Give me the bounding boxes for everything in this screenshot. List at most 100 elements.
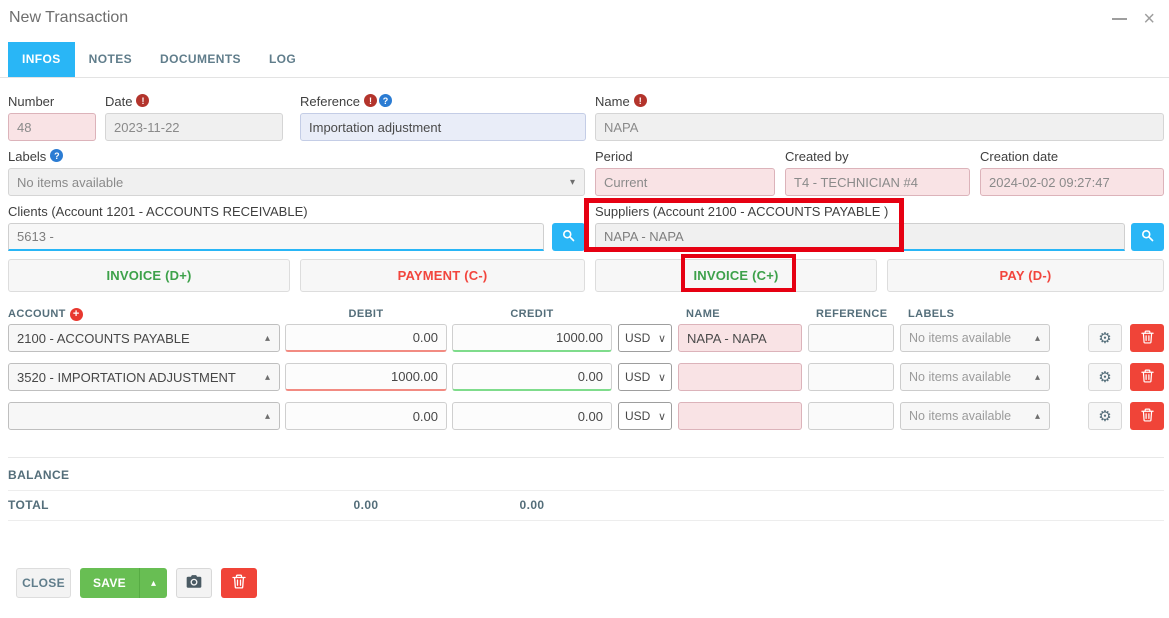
currency-select[interactable]: USD ∨ [618, 402, 672, 430]
form-row-2: Labels? No items available ▾ Period Crea… [8, 149, 1164, 196]
tab-log[interactable]: LOG [268, 52, 297, 66]
account-select-value: 3520 - IMPORTATION ADJUSTMENT [17, 369, 236, 385]
footer-toolbar: CLOSE SAVE ▴ [8, 568, 1164, 598]
trash-icon [1140, 408, 1154, 425]
chevron-up-icon: ▴ [264, 371, 270, 383]
created-by-field-group: Created by [785, 149, 970, 196]
row-name-input[interactable] [678, 363, 802, 391]
name-input[interactable] [595, 113, 1164, 141]
form-row-1: Number Date! Reference!? Name! [8, 94, 1164, 141]
tab-notes[interactable]: NOTES [88, 52, 133, 66]
period-input[interactable] [595, 168, 775, 196]
clients-field-group: Clients (Account 1201 - ACCOUNTS RECEIVA… [8, 204, 585, 251]
row-labels-select[interactable]: No items available ▴ [900, 363, 1050, 391]
credit-column-header: CREDIT [510, 308, 554, 320]
debit-input[interactable] [285, 402, 447, 430]
date-input[interactable] [105, 113, 283, 141]
divider [8, 457, 1164, 458]
tab-bar: INFOS NOTES DOCUMENTS LOG [0, 42, 1169, 78]
credit-input[interactable] [452, 363, 612, 391]
chevron-up-icon: ▴ [1034, 410, 1040, 422]
currency-select-value: USD [625, 370, 651, 384]
row-labels-select[interactable]: No items available ▴ [900, 402, 1050, 430]
payment-credit-button[interactable]: PAYMENT (C-) [300, 259, 585, 292]
help-icon[interactable]: ? [50, 149, 64, 162]
number-input[interactable] [8, 113, 96, 141]
name-column-header: NAME [686, 308, 720, 320]
invoice-credit-button[interactable]: INVOICE (C+) [595, 259, 877, 292]
suppliers-input[interactable] [595, 223, 1125, 251]
help-icon[interactable]: ? [378, 94, 392, 107]
required-icon: ! [633, 94, 647, 107]
creation-date-input[interactable] [980, 168, 1164, 196]
snapshot-button[interactable] [176, 568, 212, 598]
minimize-icon[interactable] [1112, 18, 1128, 20]
currency-select[interactable]: USD ∨ [618, 324, 672, 352]
search-icon [561, 228, 576, 246]
name-label: Name [595, 94, 630, 109]
transaction-type-buttons: INVOICE (D+) PAYMENT (C-) INVOICE (C+) P… [8, 259, 1164, 292]
close-button[interactable]: CLOSE [16, 568, 71, 598]
row-reference-input[interactable] [808, 324, 894, 352]
total-credit-value: 0.00 [519, 498, 545, 512]
trash-icon [232, 574, 246, 592]
account-select[interactable]: 3520 - IMPORTATION ADJUSTMENT ▴ [8, 363, 280, 391]
account-column-header: ACCOUNT [8, 307, 66, 320]
gear-icon: ⚙ [1098, 369, 1112, 386]
labels-dropdown-value: No items available [17, 174, 124, 190]
page-title: New Transaction [9, 9, 129, 26]
reference-label: Reference [300, 94, 360, 109]
clients-search-button[interactable] [552, 223, 585, 251]
row-delete-button[interactable] [1130, 402, 1164, 430]
created-by-input[interactable] [785, 168, 970, 196]
reference-input[interactable] [300, 113, 586, 141]
debit-input[interactable] [285, 363, 447, 391]
save-button[interactable]: SAVE [80, 568, 139, 598]
labels-dropdown[interactable]: No items available ▾ [8, 168, 585, 196]
row-name-input[interactable] [678, 402, 802, 430]
currency-select[interactable]: USD ∨ [618, 363, 672, 391]
save-options-button[interactable]: ▴ [139, 568, 167, 598]
account-select[interactable]: 2100 - ACCOUNTS PAYABLE ▴ [8, 324, 280, 352]
pay-debit-button[interactable]: PAY (D-) [887, 259, 1164, 292]
name-field-group: Name! [595, 94, 1164, 141]
currency-select-value: USD [625, 409, 651, 423]
suppliers-search-button[interactable] [1131, 223, 1164, 251]
tab-documents[interactable]: DOCUMENTS [160, 52, 241, 66]
trash-icon [1140, 330, 1154, 347]
gear-icon: ⚙ [1098, 330, 1112, 347]
row-settings-button[interactable]: ⚙ [1088, 324, 1122, 352]
add-row-icon[interactable]: + [69, 307, 83, 321]
row-settings-button[interactable]: ⚙ [1088, 363, 1122, 391]
chevron-up-icon: ▴ [150, 577, 157, 589]
row-settings-button[interactable]: ⚙ [1088, 402, 1122, 430]
delete-transaction-button[interactable] [221, 568, 257, 598]
account-select[interactable]: ▴ [8, 402, 280, 430]
credit-input[interactable] [452, 402, 612, 430]
chevron-up-icon: ▴ [1034, 332, 1040, 344]
table-row: ▴ USD ∨ No items available ▴ ⚙ [8, 402, 1164, 430]
period-field-group: Period [595, 149, 775, 196]
invoice-debit-button[interactable]: INVOICE (D+) [8, 259, 290, 292]
row-labels-select[interactable]: No items available ▴ [900, 324, 1050, 352]
close-icon[interactable]: × [1143, 8, 1155, 30]
row-delete-button[interactable] [1130, 324, 1164, 352]
row-labels-value: No items available [909, 331, 1012, 345]
row-labels-value: No items available [909, 370, 1012, 384]
total-row: TOTAL 0.00 0.00 [8, 491, 1164, 521]
suppliers-label: Suppliers (Account 2100 - ACCOUNTS PAYAB… [595, 204, 889, 219]
chevron-down-icon: ∨ [657, 371, 666, 384]
infos-tab-content: Number Date! Reference!? Name! Labels? N… [0, 78, 1169, 598]
row-labels-value: No items available [909, 409, 1012, 423]
debit-input[interactable] [285, 324, 447, 352]
titlebar: New Transaction × [0, 0, 1169, 29]
row-name-input[interactable] [678, 324, 802, 352]
creation-date-field-group: Creation date [980, 149, 1164, 196]
clients-input[interactable] [8, 223, 544, 251]
currency-select-value: USD [625, 331, 651, 345]
row-delete-button[interactable] [1130, 363, 1164, 391]
row-reference-input[interactable] [808, 402, 894, 430]
tab-infos[interactable]: INFOS [8, 42, 75, 77]
row-reference-input[interactable] [808, 363, 894, 391]
credit-input[interactable] [452, 324, 612, 352]
